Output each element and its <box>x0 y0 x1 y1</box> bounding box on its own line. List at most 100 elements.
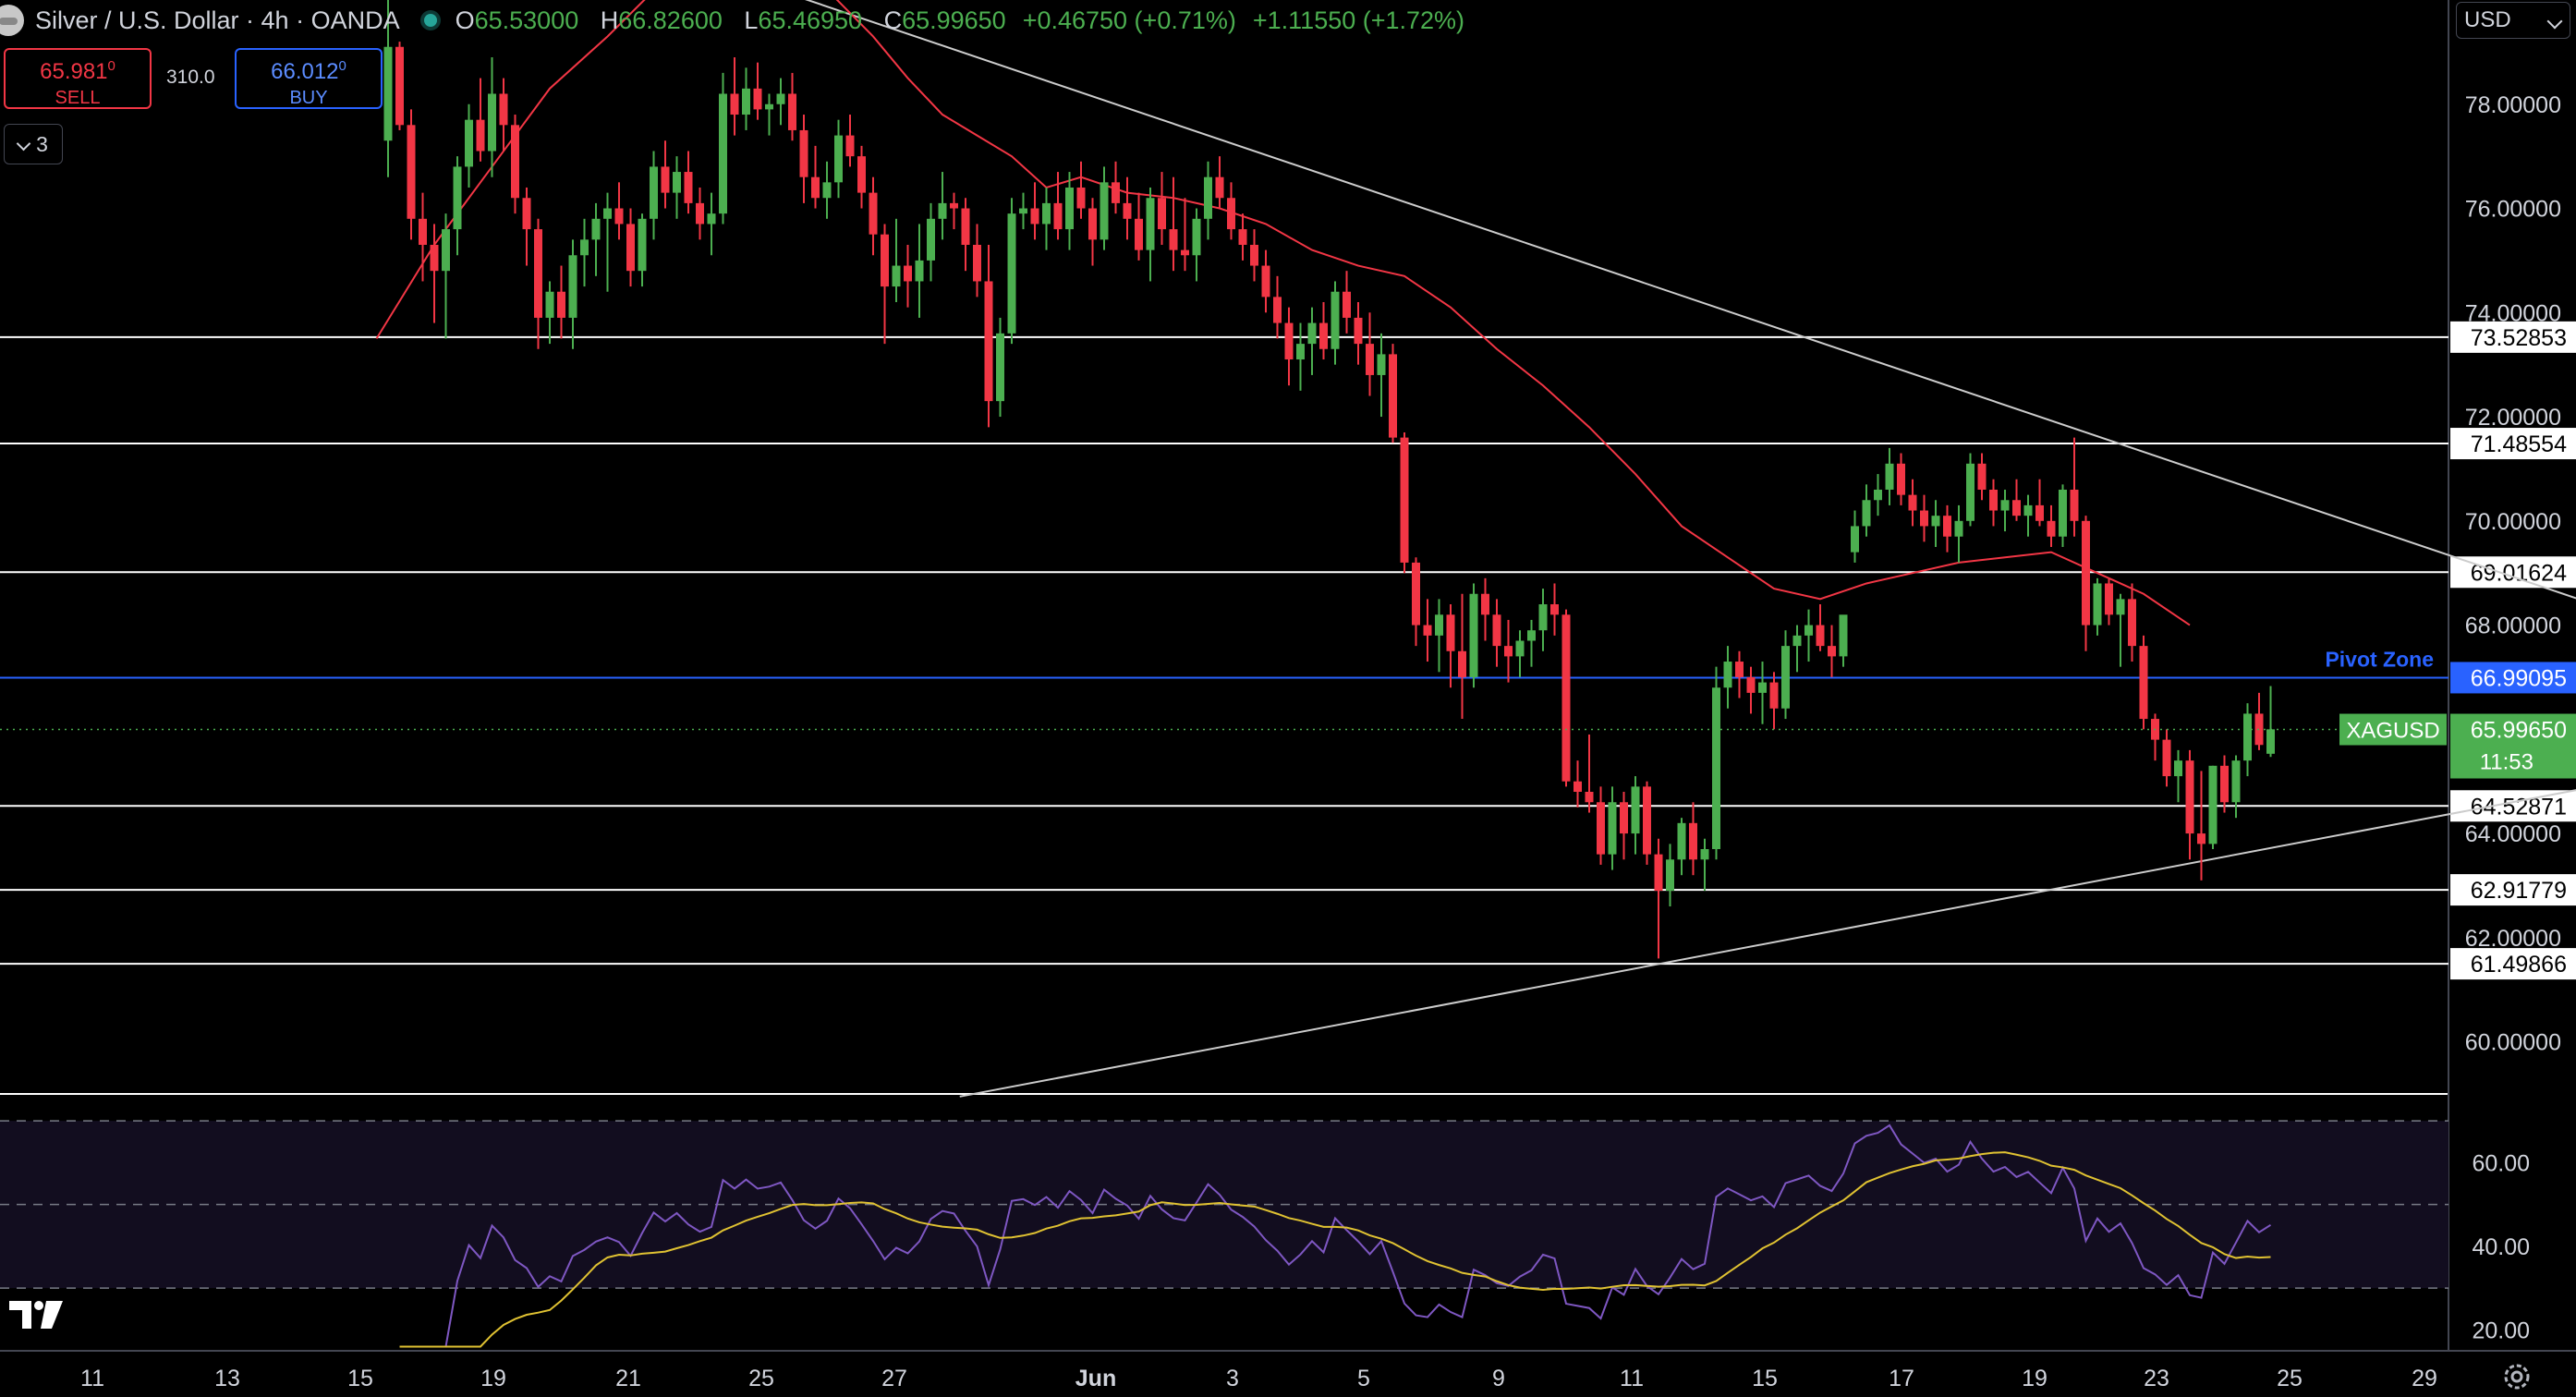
candle-body <box>2116 599 2125 615</box>
sell-price-sup: 0 <box>107 58 115 74</box>
candle-body <box>395 46 404 126</box>
candle-body <box>568 255 577 318</box>
candle-body <box>383 46 393 141</box>
candle-body <box>996 333 1004 402</box>
market-open-status-icon <box>423 14 437 27</box>
candle-body <box>1746 676 1756 693</box>
candle-body <box>1515 640 1525 657</box>
candle-body <box>1908 494 1917 511</box>
x-tick-label: 15 <box>347 1366 373 1391</box>
candle-body <box>1723 662 1732 688</box>
indicators-toggle[interactable]: 3 <box>4 124 63 164</box>
candle-body <box>1897 463 1905 495</box>
ohlc-key-open: O <box>455 6 475 34</box>
candle-body <box>2197 833 2205 844</box>
candle-body <box>1423 625 1432 636</box>
level-price-label: 61.49866 <box>2471 952 2567 978</box>
candle-body <box>1769 682 1779 709</box>
x-tick-label: 25 <box>2277 1366 2303 1391</box>
candle-body <box>822 182 832 199</box>
currency-select[interactable]: USD <box>2456 2 2570 39</box>
y-tick-label: 64.00000 <box>2465 821 2561 847</box>
candle-body <box>927 218 935 261</box>
level-price-tag <box>2450 428 2576 460</box>
gear-icon[interactable] <box>2500 1360 2533 1393</box>
candle-body <box>2266 729 2275 754</box>
candle-body <box>1885 463 1894 490</box>
price-change: +0.46750 (+0.71%) <box>1022 6 1236 34</box>
sell-button[interactable]: 65.9810 SELL <box>4 48 152 109</box>
rsi-tick-label: 40.00 <box>2472 1234 2530 1260</box>
candle-body <box>2220 765 2229 803</box>
candle-body <box>834 135 843 183</box>
indicators-count: 3 <box>36 132 48 156</box>
candle-body <box>1412 562 1420 626</box>
rsi-tick-label: 20.00 <box>2472 1318 2530 1343</box>
candle-body <box>2162 739 2171 777</box>
candle-body <box>1458 650 1466 677</box>
candle-body <box>2035 504 2044 521</box>
candle-body <box>1839 614 1848 657</box>
level-price-label: 62.91779 <box>2471 878 2567 904</box>
trendline <box>805 0 2576 600</box>
symbol-title[interactable]: Silver / U.S. Dollar · 4h · OANDA <box>35 6 400 34</box>
candle-body <box>1366 344 1374 375</box>
candle-body <box>1030 208 1039 225</box>
pivot-zone-label: Pivot Zone <box>2325 647 2434 671</box>
level-price-tag <box>2450 662 2576 694</box>
candle-body <box>1758 682 1767 693</box>
candle-body <box>2070 489 2079 521</box>
candle-body <box>522 198 531 230</box>
candle-body <box>892 265 901 287</box>
candle-body <box>1435 614 1443 636</box>
candle-body <box>1492 614 1501 647</box>
candle-body <box>788 93 796 130</box>
candle-body <box>614 208 624 225</box>
ohlc-readout: O65.53000 H66.82600 L65.46950 C65.99650 <box>456 6 1006 35</box>
x-tick-label: 3 <box>1226 1366 1239 1391</box>
candle-body <box>2231 760 2241 803</box>
candle-body <box>1804 625 1813 636</box>
buy-label: BUY <box>289 88 328 108</box>
candle-body <box>476 119 485 152</box>
candle-body <box>1631 786 1640 834</box>
rsi-tick-label: 60.00 <box>2472 1150 2530 1176</box>
x-tick-label: 9 <box>1492 1366 1505 1391</box>
candle-body <box>730 93 739 115</box>
x-tick-label: 29 <box>2412 1366 2437 1391</box>
candle-body <box>1643 786 1651 855</box>
candle-body <box>1261 265 1270 298</box>
candle-body <box>1192 218 1201 256</box>
y-tick-label: 72.00000 <box>2465 405 2561 431</box>
spread-value: 310.0 <box>166 67 215 88</box>
ohlc-key-low: L <box>744 6 759 34</box>
candle-body <box>1331 291 1340 349</box>
candle-body <box>1343 291 1351 318</box>
x-tick-label: 19 <box>480 1366 506 1391</box>
candle-body <box>1561 614 1571 782</box>
candle-body <box>488 93 496 152</box>
x-tick-label: 15 <box>1752 1366 1778 1391</box>
candle-body <box>557 291 565 318</box>
candle-body <box>511 125 519 199</box>
candle-body <box>1076 187 1086 209</box>
candle-body <box>1088 208 1097 240</box>
candle-body <box>1920 510 1928 527</box>
candle-body <box>1204 176 1212 219</box>
candle-body <box>2047 520 2056 537</box>
sell-price: 65.981 <box>40 59 108 84</box>
price-change-secondary: +1.11550 (+1.72%) <box>1252 6 1465 34</box>
level-price-label: 71.48554 <box>2471 431 2567 457</box>
buy-button[interactable]: 66.0120 BUY <box>235 48 383 109</box>
ohlc-value-low: 65.46950 <box>758 6 863 34</box>
candle-body <box>2000 500 2010 511</box>
candle-body <box>591 218 601 240</box>
candle-body <box>1377 354 1386 375</box>
candle-body <box>1158 198 1166 230</box>
candle-body <box>1550 604 1559 615</box>
candle-body <box>1792 635 1802 647</box>
candle-body <box>1469 593 1478 677</box>
symbol-tag-label: XAGUSD <box>2346 719 2439 744</box>
trendline <box>959 789 2576 1098</box>
